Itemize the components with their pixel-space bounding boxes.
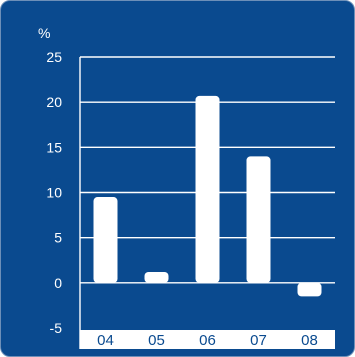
y-tick-labels: 25 20 15 10 5 0 -5 — [46, 49, 62, 336]
x-tick-label-05: 05 — [148, 332, 165, 349]
y-tick-label: -5 — [50, 320, 63, 336]
y-tick-label: 0 — [54, 275, 62, 291]
bar-04 — [93, 197, 118, 283]
y-tick-label: 10 — [46, 185, 62, 201]
y-tick-label: 25 — [46, 49, 62, 65]
bars — [93, 95, 322, 297]
bar-08 — [297, 282, 322, 297]
y-tick-label: 5 — [54, 230, 62, 246]
y-unit-label: % — [38, 25, 50, 41]
x-tick-label-06: 06 — [199, 332, 216, 349]
bar-07 — [246, 156, 271, 283]
y-tick-label: 15 — [46, 139, 62, 155]
category-band — [80, 330, 335, 349]
bar-05 — [144, 271, 169, 283]
x-tick-label-04: 04 — [97, 332, 114, 349]
bar-06 — [195, 95, 220, 283]
x-tick-labels: 04 05 06 07 08 — [97, 332, 318, 349]
y-tick-label: 20 — [46, 94, 62, 110]
x-tick-label-07: 07 — [250, 332, 267, 349]
x-tick-label-08: 08 — [301, 332, 318, 349]
